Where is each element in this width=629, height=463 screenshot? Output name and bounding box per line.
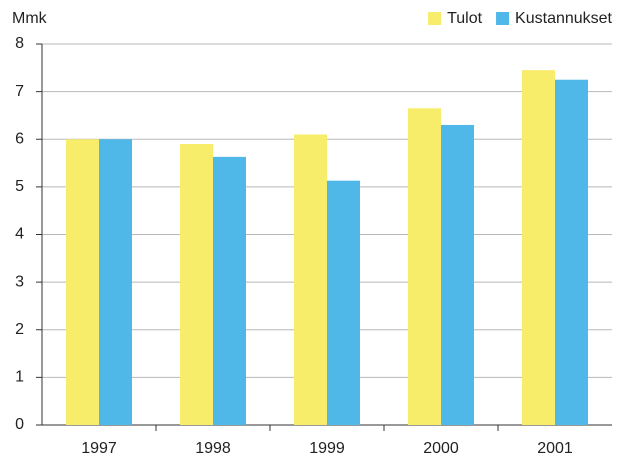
y-tick-label: 2 xyxy=(15,321,24,338)
bar xyxy=(441,124,474,426)
y-tick-label: 0 xyxy=(15,416,24,433)
x-tick-label: 2001 xyxy=(537,440,573,457)
y-tick-label: 7 xyxy=(15,83,24,100)
y-axis-label: Mmk xyxy=(12,10,48,27)
y-tick-label: 8 xyxy=(15,35,24,52)
x-tick-label: 2000 xyxy=(423,440,459,457)
y-tick-label: 4 xyxy=(15,226,24,243)
legend-swatch xyxy=(496,12,510,25)
y-tick-label: 6 xyxy=(15,130,24,147)
bar xyxy=(180,144,213,425)
bar xyxy=(294,134,327,426)
bar xyxy=(99,139,132,425)
x-tick-label: 1997 xyxy=(81,440,117,457)
x-tick-label: 1999 xyxy=(309,440,345,457)
bar xyxy=(408,108,441,425)
y-tick-label: 1 xyxy=(15,369,24,386)
y-tick-label: 3 xyxy=(15,273,24,290)
bar xyxy=(327,180,360,425)
legend-label: Tulot xyxy=(447,10,483,27)
y-tick-label: 5 xyxy=(15,178,24,195)
x-tick-label: 1998 xyxy=(195,440,231,457)
bar xyxy=(66,139,99,425)
bar xyxy=(522,70,555,425)
bar xyxy=(555,79,588,425)
legend-label: Kustannukset xyxy=(515,10,613,27)
legend-swatch xyxy=(428,12,442,25)
bar xyxy=(213,156,246,425)
